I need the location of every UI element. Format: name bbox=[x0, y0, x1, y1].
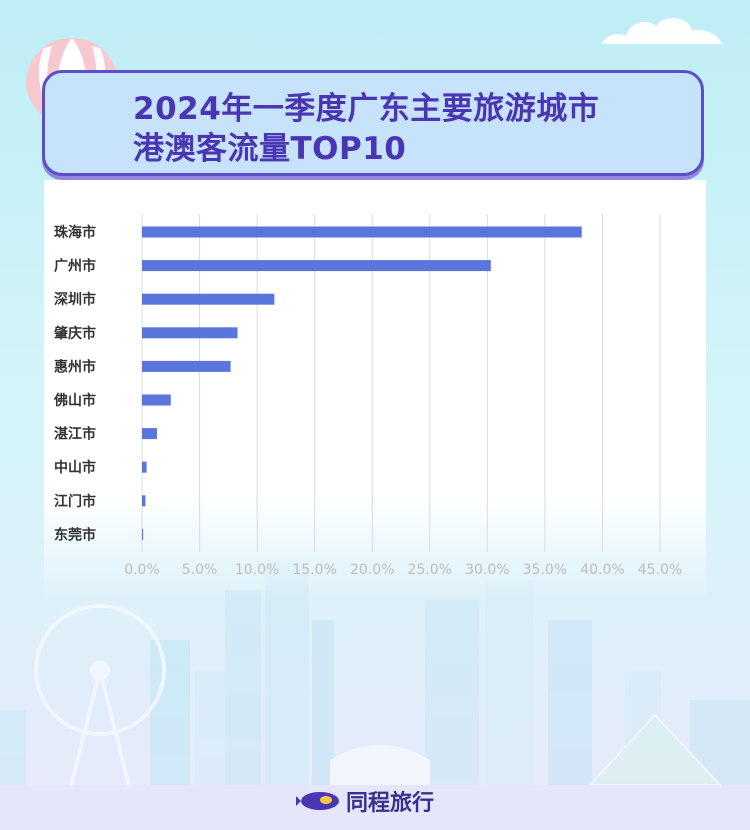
category-label: 广州市 bbox=[54, 258, 96, 275]
category-label: 江门市 bbox=[54, 493, 96, 510]
x-tick-label: 25.0% bbox=[408, 562, 452, 578]
x-tick-label: 0.0% bbox=[124, 562, 160, 578]
category-label: 中山市 bbox=[54, 459, 96, 476]
brand-logo-icon bbox=[296, 792, 339, 810]
cloud-icon bbox=[602, 18, 722, 44]
x-tick-label: 40.0% bbox=[580, 562, 624, 578]
city-skyline-background bbox=[0, 560, 750, 830]
category-label: 东莞市 bbox=[54, 526, 96, 543]
bar bbox=[142, 226, 582, 238]
chart-title-line-2: 港澳客流量TOP10 bbox=[133, 131, 407, 167]
category-label: 佛山市 bbox=[53, 392, 96, 409]
chart-title: 2024年一季度广东主要旅游城市 港澳客流量TOP10 bbox=[133, 89, 693, 169]
bar bbox=[142, 327, 238, 339]
x-tick-label: 45.0% bbox=[638, 562, 682, 578]
bar bbox=[142, 360, 231, 372]
bar bbox=[142, 495, 146, 507]
bar bbox=[142, 260, 491, 272]
category-label: 肇庆市 bbox=[54, 325, 96, 342]
title-card: 2024年一季度广东主要旅游城市 港澳客流量TOP10 bbox=[42, 70, 704, 176]
category-label: 珠海市 bbox=[54, 224, 96, 241]
category-label: 湛江市 bbox=[54, 426, 96, 443]
brand-name: 同程旅行 bbox=[346, 791, 435, 816]
brand-logo: 同程旅行 bbox=[296, 786, 434, 816]
bar bbox=[142, 461, 147, 473]
x-tick-label: 5.0% bbox=[182, 562, 218, 578]
chart-panel bbox=[44, 180, 706, 600]
chart-title-line-1: 2024年一季度广东主要旅游城市 bbox=[133, 91, 600, 127]
bar bbox=[142, 428, 157, 440]
category-label: 深圳市 bbox=[54, 291, 96, 308]
x-tick-label: 30.0% bbox=[465, 562, 509, 578]
bar bbox=[142, 394, 171, 406]
category-label: 惠州市 bbox=[54, 358, 96, 375]
x-tick-label: 20.0% bbox=[350, 562, 394, 578]
bar bbox=[142, 528, 144, 540]
bar bbox=[142, 293, 275, 305]
x-tick-label: 35.0% bbox=[523, 562, 567, 578]
x-tick-label: 15.0% bbox=[292, 562, 336, 578]
bar-chart: 0.0% 5.0% 10.0% 15.0% 20.0% 25.0% 30.0% 35.0% 40… bbox=[53, 214, 682, 578]
x-tick-label: 10.0% bbox=[235, 562, 279, 578]
